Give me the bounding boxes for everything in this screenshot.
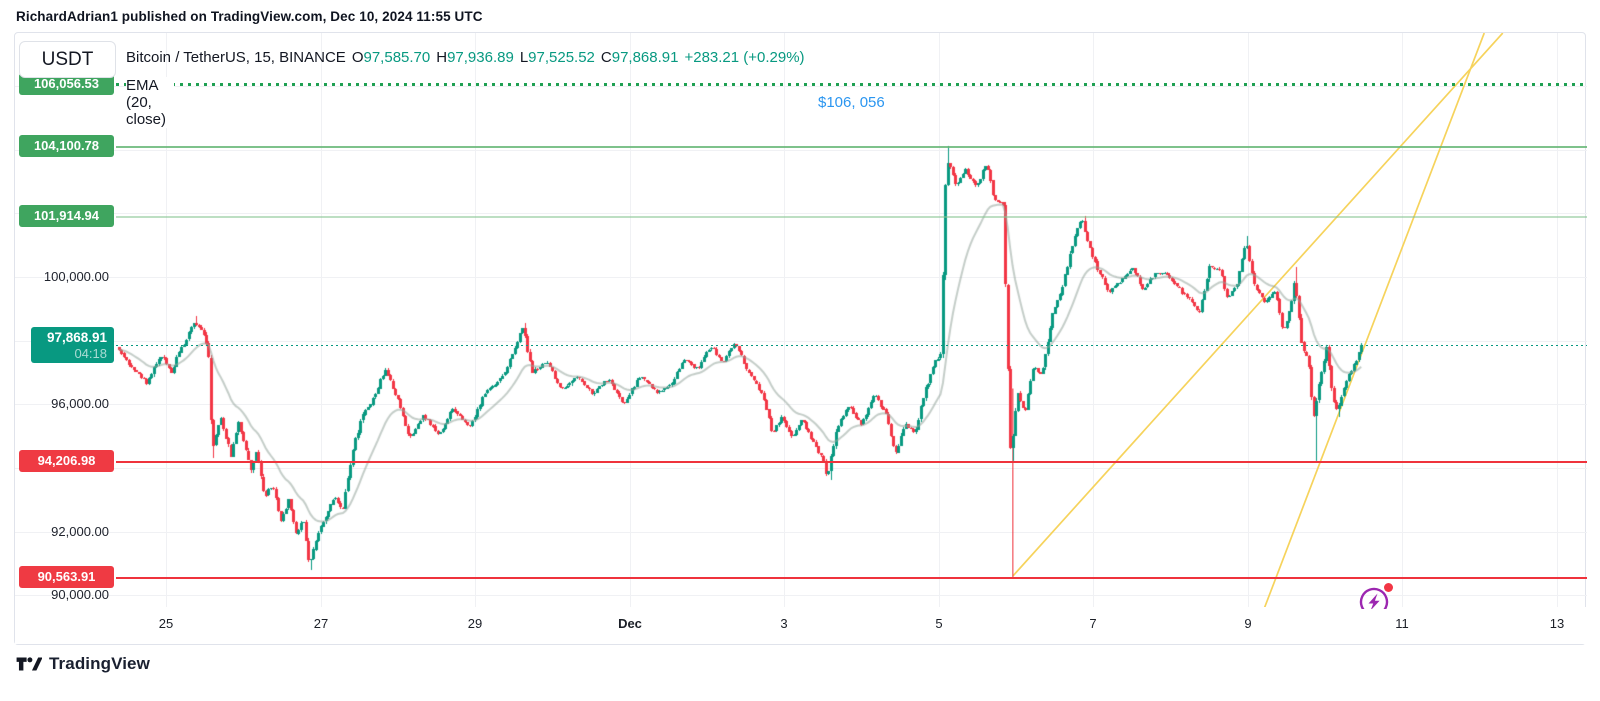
change-value: +283.21 (+0.29%) [684,49,805,66]
bar-countdown: 04:18 [74,346,107,361]
open-value: 97,585.70 [363,49,431,66]
tradingview-logo-text: TradingView [49,654,150,673]
symbol-description: Bitcoin / TetherUS, 15, BINANCE [126,49,346,66]
price-level-badge: 104,100.78 [19,135,114,157]
low-label: L [519,49,529,66]
time-axis-label: 5 [935,616,943,631]
notification-dot [1384,583,1393,592]
footer-brand[interactable]: TradingView [16,654,150,674]
alert-level-line[interactable] [116,83,1587,86]
time-axis-label: 27 [313,616,329,631]
chart-widget: 106,056.53 104,100.78 101,914.94 94,206.98 9… [14,32,1587,645]
time-axis-label: 9 [1244,616,1252,631]
price-axis-label: 100,000.00 [43,269,109,284]
open-label: O [351,49,364,66]
boost-flash-icon[interactable] [1355,582,1395,609]
current-price-badge: 97,868.91 04:18 [31,327,114,363]
current-price-value: 97,868.91 [46,330,107,345]
attribution-text: RichardAdrian1 published on TradingView.… [16,9,483,24]
alert-level-line[interactable] [116,216,1587,218]
candlestick-chart[interactable] [15,33,1587,609]
time-axis-label: 3 [780,616,788,631]
indicator-label[interactable]: EMA (20, close) [126,77,175,128]
alert-level-line[interactable] [116,146,1587,148]
alert-level-line[interactable] [116,577,1587,579]
price-target-annotation: $106, 056 [818,94,885,111]
alert-level-line[interactable] [116,461,1587,463]
symbol-title-row: Bitcoin / TetherUS, 15, BINANCE O97,585.7… [126,49,805,66]
high-value: 97,936.89 [447,49,514,66]
price-level-badge: 106,056.53 [19,73,114,95]
time-axis-label: Dec [618,616,642,631]
time-axis-label: 7 [1089,616,1097,631]
high-label: H [436,49,448,66]
price-level-badge: 101,914.94 [19,205,114,227]
flash-circle [1359,587,1389,609]
tradingview-logo-icon [16,657,42,671]
time-axis-label: 29 [467,616,483,631]
close-label: C [600,49,612,66]
time-axis-label: 25 [158,616,174,631]
price-axis-label: 90,000.00 [51,587,109,602]
price-level-badge: 90,563.91 [19,566,114,588]
current-price-line [116,345,1587,346]
time-scale[interactable]: 25 27 29 Dec 3 5 7 9 11 13 [15,607,1587,644]
symbol-button[interactable]: USDT [19,41,116,78]
price-level-badge: 94,206.98 [19,450,114,472]
time-axis-label: 11 [1395,616,1409,631]
price-axis-label: 92,000.00 [51,524,109,539]
lightning-bolt-icon [1368,593,1380,609]
close-value: 97,868.91 [611,49,679,66]
time-axis-label: 13 [1549,616,1565,631]
low-value: 97,525.52 [528,49,595,66]
price-axis-label: 96,000.00 [51,396,109,411]
chart-plot-area: 106,056.53 104,100.78 101,914.94 94,206.98 9… [15,33,1587,609]
